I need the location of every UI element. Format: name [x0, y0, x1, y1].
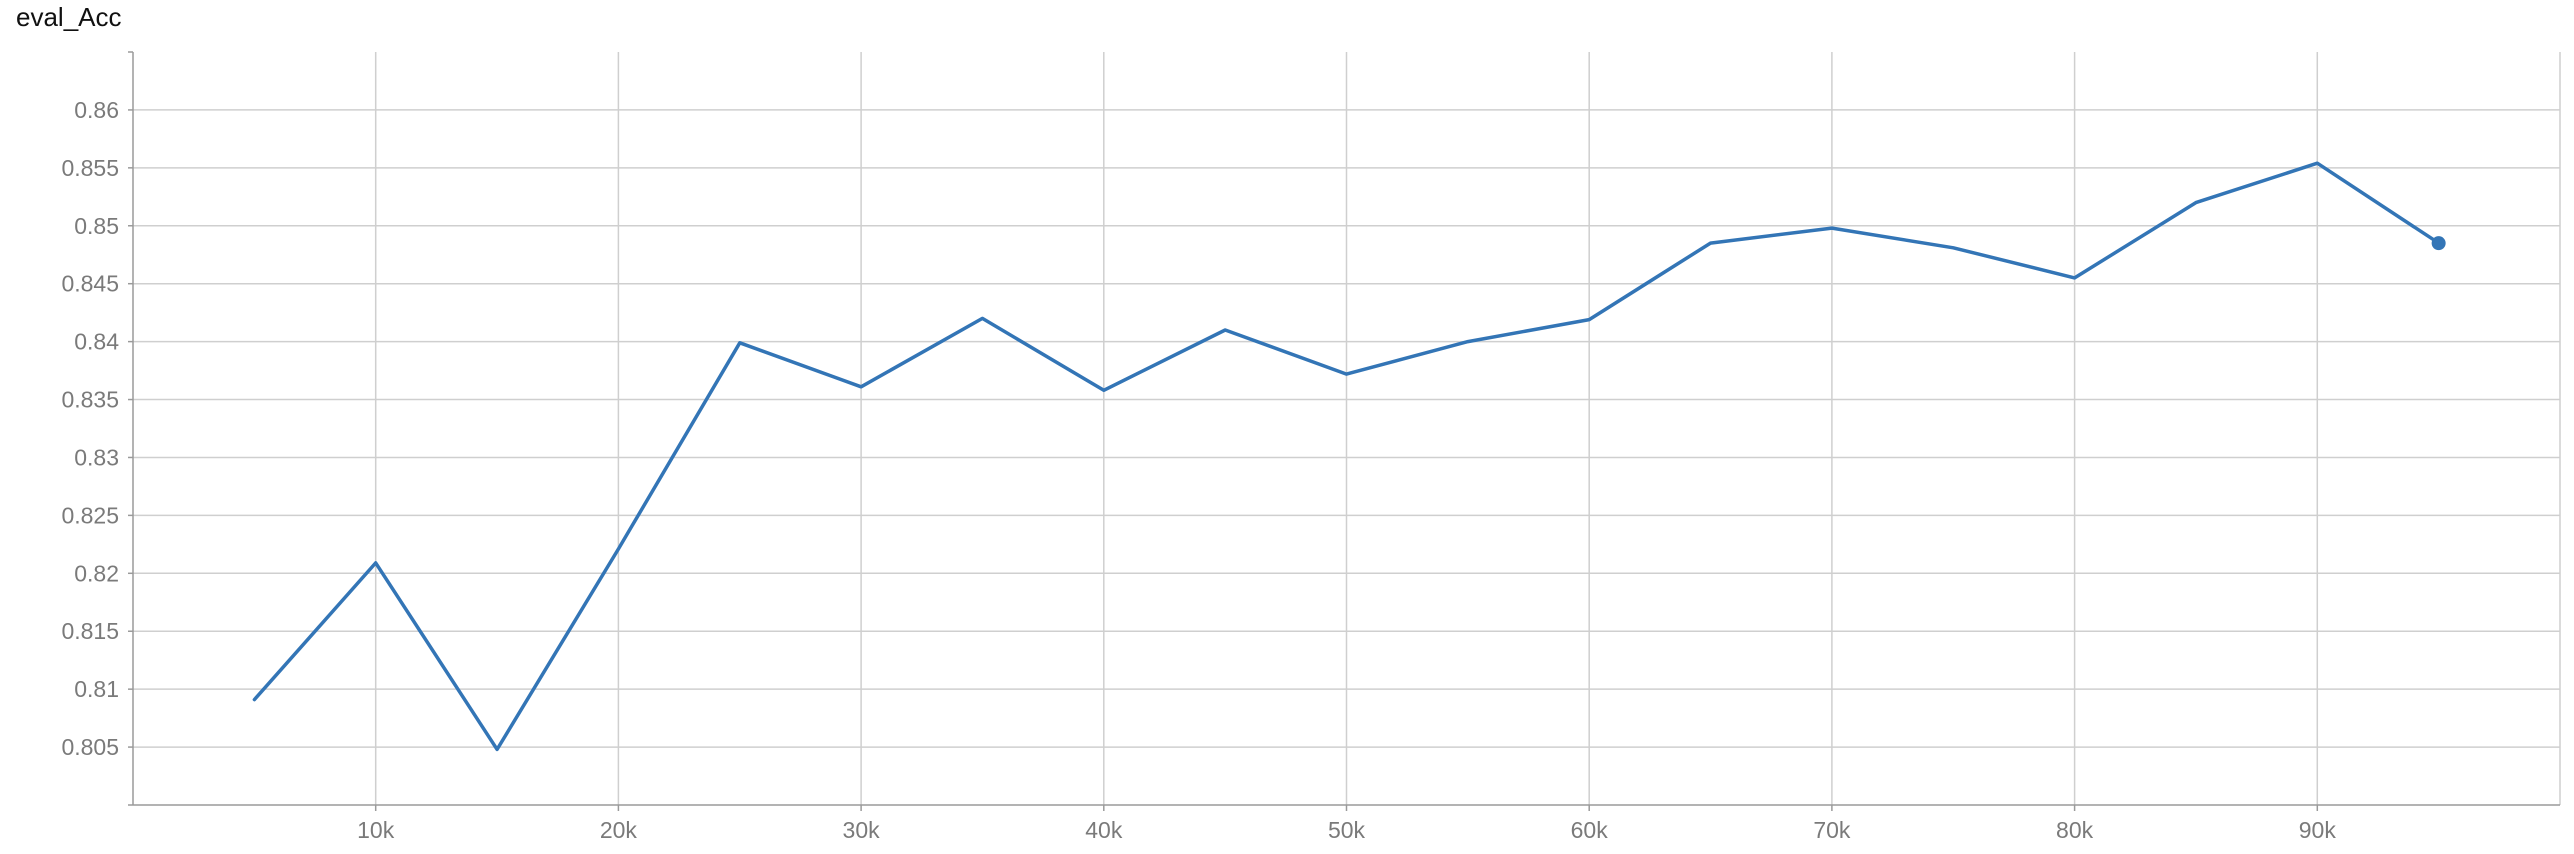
grid-layer	[133, 52, 2561, 805]
tick-label-layer: 0.805 0.81 0.815 0.82 0.825 0.83 0.835 0.84 0.84…	[61, 97, 2336, 843]
y-tick-label: 0.815	[61, 618, 119, 644]
x-tick-label: 90k	[2299, 817, 2337, 843]
x-tick-label: 10k	[357, 817, 395, 843]
y-tick-label: 0.835	[61, 387, 119, 413]
y-tick-label: 0.805	[61, 734, 119, 760]
x-tick-label: 40k	[1085, 817, 1123, 843]
y-tick-label: 0.855	[61, 155, 119, 181]
y-tick-label: 0.845	[61, 271, 119, 297]
y-tick-label: 0.825	[61, 502, 119, 528]
axis-layer	[128, 51, 2560, 811]
chart-title: eval_Acc	[16, 2, 122, 32]
y-tick-label: 0.84	[74, 329, 119, 355]
x-tick-label: 30k	[843, 817, 881, 843]
x-tick-label: 50k	[1328, 817, 1366, 843]
last-point-marker	[2431, 236, 2446, 251]
series-layer	[252, 161, 2446, 752]
x-tick-label: 70k	[1813, 817, 1851, 843]
x-tick-label: 60k	[1571, 817, 1609, 843]
y-tick-label: 0.81	[74, 676, 119, 702]
x-tick-label: 20k	[600, 817, 638, 843]
y-tick-label: 0.83	[74, 444, 119, 470]
y-tick-label: 0.86	[74, 97, 119, 123]
y-tick-label: 0.82	[74, 560, 119, 586]
series-line	[252, 161, 2441, 752]
y-tick-label: 0.85	[74, 213, 119, 239]
x-tick-label: 80k	[2056, 817, 2094, 843]
